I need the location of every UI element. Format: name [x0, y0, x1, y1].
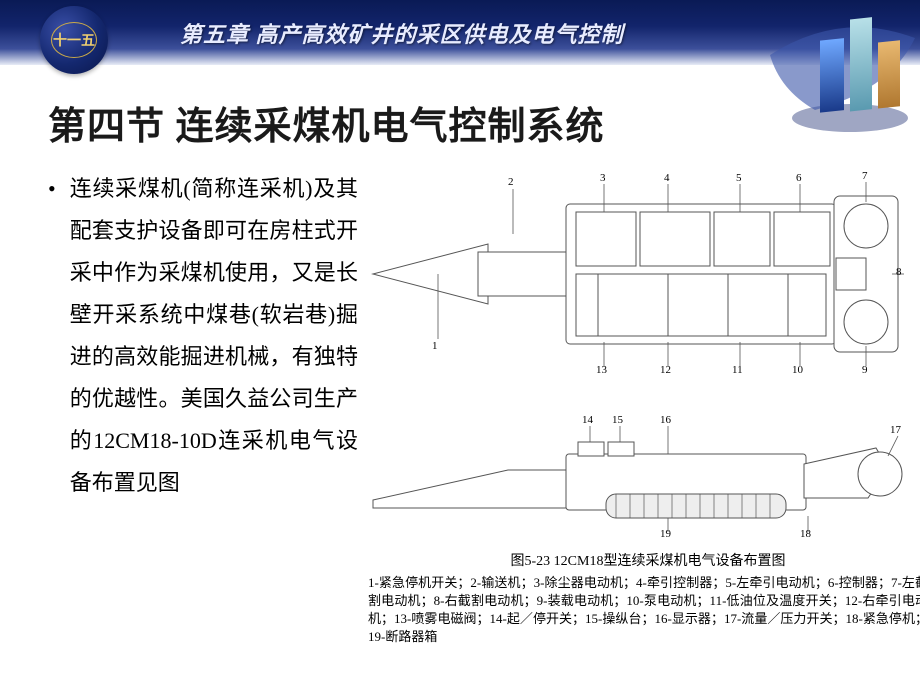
- bullet-item: • 连续采煤机(简称连采机)及其配套支护设备即可在房柱式开采中作为采煤机使用，又…: [48, 168, 358, 504]
- slide-header: 十一五 第五章 高产高效矿井的采区供电及电气控制: [0, 0, 920, 65]
- figure-legend: 1-紧急停机开关；2-输送机；3-除尘器电动机；4-牵引控制器；5-左牵引电动机…: [368, 574, 920, 646]
- callout-16: 16: [660, 414, 671, 426]
- callout-1: 1: [432, 340, 438, 352]
- logo-badge: 十一五: [40, 6, 108, 74]
- callout-10: 10: [792, 364, 803, 376]
- logo-inner-ring: 十一五: [51, 22, 97, 58]
- figure-column: 1 2 3 4 5 6 7 8 9 10 11 12 13: [358, 168, 920, 646]
- slide-body: 第四节 连续采煤机电气控制系统 • 连续采煤机(简称连采机)及其配套支护设备即可…: [0, 65, 920, 646]
- callout-18: 18: [800, 528, 811, 540]
- callout-3: 3: [600, 172, 606, 184]
- figure-side-view: 14 15 16 17 18 19: [368, 420, 908, 540]
- callout-2: 2: [508, 176, 514, 188]
- figure-top-view: 1 2 3 4 5 6 7 8 9 10 11 12 13: [368, 174, 908, 374]
- bullet-text: 连续采煤机(简称连采机)及其配套支护设备即可在房柱式开采中作为采煤机使用，又是长…: [70, 168, 358, 504]
- callout-4: 4: [664, 172, 670, 184]
- bullet-column: • 连续采煤机(简称连采机)及其配套支护设备即可在房柱式开采中作为采煤机使用，又…: [48, 168, 358, 504]
- callout-19: 19: [660, 528, 671, 540]
- callout-9: 9: [862, 364, 868, 376]
- callout-8: 8: [896, 266, 902, 278]
- callout-11: 11: [732, 364, 743, 376]
- callout-15: 15: [612, 414, 623, 426]
- callout-6: 6: [796, 172, 802, 184]
- callout-5: 5: [736, 172, 742, 184]
- callout-14: 14: [582, 414, 593, 426]
- figure-caption: 图5-23 12CM18型连续采煤机电气设备布置图: [368, 550, 920, 570]
- chapter-title: 第五章 高产高效矿井的采区供电及电气控制: [180, 17, 624, 49]
- bullet-marker: •: [48, 168, 56, 210]
- callout-7: 7: [862, 170, 868, 182]
- section-title: 第四节 连续采煤机电气控制系统: [48, 95, 880, 150]
- callout-17: 17: [890, 424, 901, 436]
- logo-text: 十一五: [53, 30, 95, 50]
- callout-12: 12: [660, 364, 671, 376]
- callout-13: 13: [596, 364, 607, 376]
- content-row: • 连续采煤机(简称连采机)及其配套支护设备即可在房柱式开采中作为采煤机使用，又…: [48, 168, 880, 646]
